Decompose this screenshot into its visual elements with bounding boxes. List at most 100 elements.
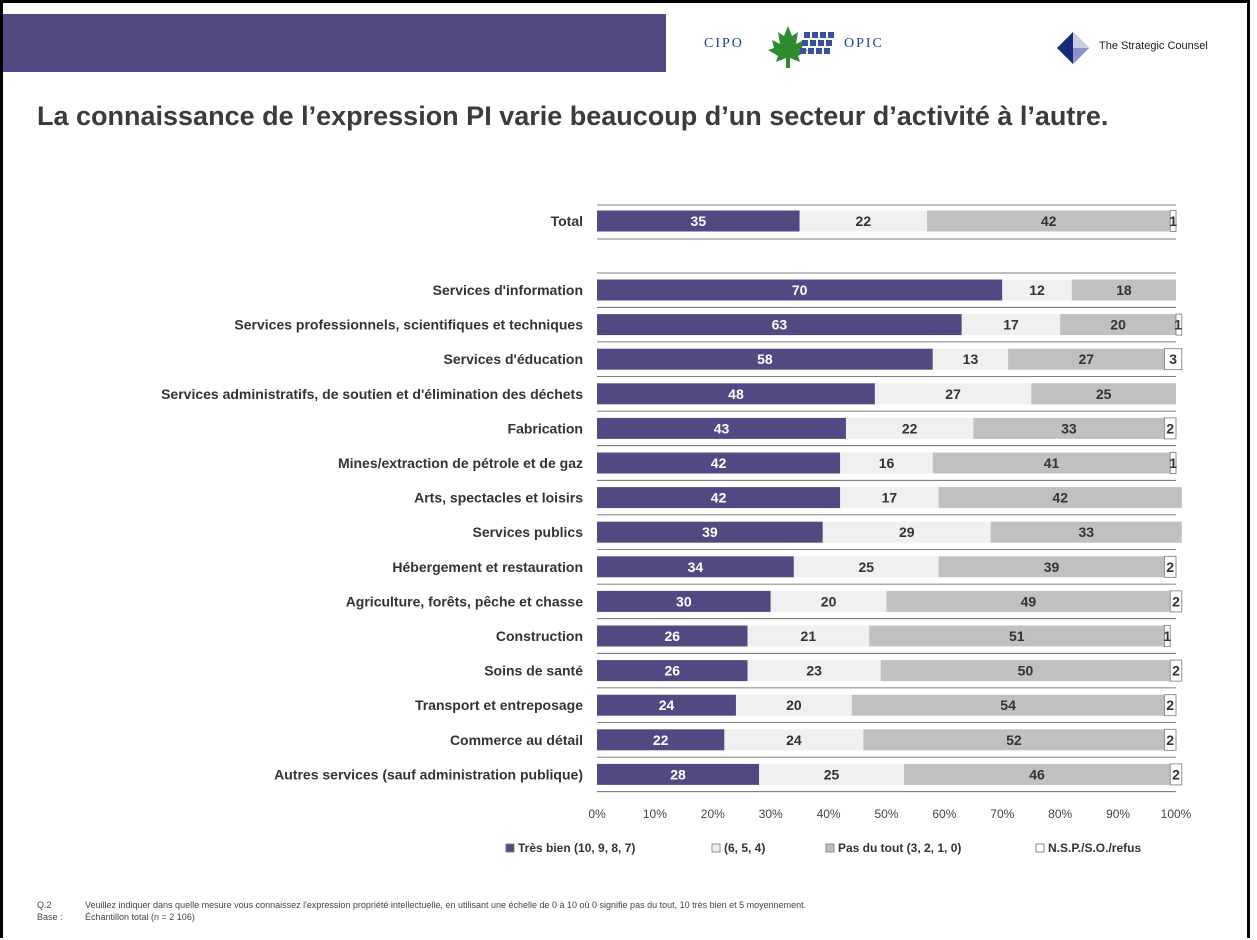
data-label: 20 — [786, 697, 802, 713]
data-label: 2 — [1166, 420, 1174, 436]
bar-segment — [851, 694, 1165, 716]
data-label: 22 — [856, 213, 872, 229]
bar-segment — [793, 556, 939, 578]
data-label: 70 — [792, 282, 808, 298]
bar-segment — [903, 763, 1171, 785]
data-label: 39 — [702, 524, 718, 540]
bar-segment — [1169, 659, 1183, 682]
bar-segment — [747, 660, 881, 682]
bar-segment — [874, 383, 1032, 405]
bar-segment — [597, 729, 725, 751]
data-label: 46 — [1029, 766, 1045, 782]
legend-label: Pas du tout (3, 2, 1, 0) — [838, 841, 961, 855]
data-label: 26 — [664, 663, 680, 679]
bar-segment — [799, 210, 928, 232]
data-label: 33 — [1078, 524, 1094, 540]
bar-segment — [973, 417, 1165, 439]
data-label: 42 — [1041, 213, 1057, 229]
data-label: 1 — [1163, 628, 1171, 644]
bar-segment — [1031, 383, 1176, 405]
header-banner — [3, 14, 666, 72]
bar-segment — [845, 417, 974, 439]
data-label: 42 — [1052, 490, 1068, 506]
bar-segment — [735, 694, 852, 716]
data-label: 58 — [757, 351, 773, 367]
data-label: 1 — [1169, 455, 1177, 471]
data-label: 50 — [1018, 663, 1034, 679]
category-label: Arts, spectacles et loisirs — [414, 490, 583, 506]
category-label: Mines/extraction de pétrole et de gaz — [338, 455, 583, 471]
x-tick-label: 30% — [759, 807, 783, 821]
data-label: 33 — [1061, 420, 1077, 436]
bar-segment — [1164, 728, 1177, 751]
data-label: 2 — [1166, 559, 1174, 575]
bar-segment — [597, 625, 748, 647]
category-label: Construction — [496, 628, 583, 644]
data-label: 18 — [1116, 282, 1132, 298]
data-label: 1 — [1174, 317, 1182, 333]
data-label: 25 — [858, 559, 874, 575]
x-tick-label: 90% — [1106, 807, 1130, 821]
legend-label: N.S.P./S.O./refus — [1048, 841, 1141, 855]
legend-swatch — [711, 843, 721, 853]
bar-segment — [1164, 348, 1183, 371]
bar-segment — [1164, 625, 1171, 647]
logo-left-text-1: CIPO — [704, 36, 744, 51]
slide-title: La connaissance de l’expression PI varie… — [37, 101, 1109, 131]
bar-segment — [863, 729, 1165, 751]
x-tick-label: 10% — [643, 807, 667, 821]
data-label: 51 — [1009, 628, 1025, 644]
data-label: 23 — [806, 663, 822, 679]
x-tick-label: 100% — [1161, 807, 1192, 821]
bar-segment — [1071, 279, 1176, 301]
category-label: Commerce au détail — [450, 732, 583, 748]
bar-segment — [1164, 555, 1177, 578]
data-label: 27 — [1078, 351, 1094, 367]
data-label: 3 — [1169, 351, 1177, 367]
bar-segment — [880, 660, 1171, 682]
bar-segment — [927, 210, 1171, 232]
bar-segment — [597, 210, 800, 232]
data-label: 48 — [728, 386, 744, 402]
data-label: 22 — [653, 732, 669, 748]
bar-segment — [932, 348, 1009, 370]
bar-segment — [840, 487, 939, 509]
bar-segment — [1002, 279, 1072, 301]
data-label: 41 — [1044, 455, 1060, 471]
footnote-base-key: Base : — [37, 912, 63, 922]
x-tick-label: 70% — [990, 807, 1014, 821]
diamond-logo-icon — [1057, 32, 1089, 64]
data-label: 30 — [676, 593, 692, 609]
bar-segment — [759, 763, 904, 785]
data-label: 21 — [801, 628, 817, 644]
logo-left-text-2: OPIC — [844, 36, 884, 51]
legend-swatch — [1035, 843, 1045, 853]
bar-segment — [597, 660, 748, 682]
x-tick-label: 80% — [1048, 807, 1072, 821]
category-label: Soins de santé — [484, 663, 583, 679]
data-label: 43 — [714, 420, 730, 436]
bar-segment — [597, 314, 962, 336]
data-label: 20 — [1110, 317, 1126, 333]
data-label: 24 — [786, 732, 802, 748]
bar-segment — [597, 694, 736, 716]
strategic-counsel-logo: The Strategic Counsel — [1055, 30, 1225, 70]
legend-swatch — [505, 843, 515, 853]
bar-segment — [724, 729, 864, 751]
data-label: 28 — [670, 766, 686, 782]
x-tick-label: 60% — [932, 807, 956, 821]
category-label: Services professionnels, scientifiques e… — [234, 317, 583, 333]
data-label: 12 — [1029, 282, 1045, 298]
data-label: 17 — [882, 490, 898, 506]
bar-segment — [1060, 314, 1176, 336]
category-label: Services d'information — [433, 282, 583, 298]
data-label: 39 — [1044, 559, 1060, 575]
data-label: 13 — [963, 351, 979, 367]
footnote-question-text: Veuillez indiquer dans quelle mesure vou… — [85, 900, 807, 910]
data-label: 24 — [659, 697, 675, 713]
bar-segment — [990, 521, 1182, 543]
category-label: Autres services (sauf administration pub… — [274, 766, 583, 782]
data-label: 25 — [1096, 386, 1112, 402]
footnote-question: Q.2 Veuillez indiquer dans quelle mesure … — [37, 900, 806, 910]
